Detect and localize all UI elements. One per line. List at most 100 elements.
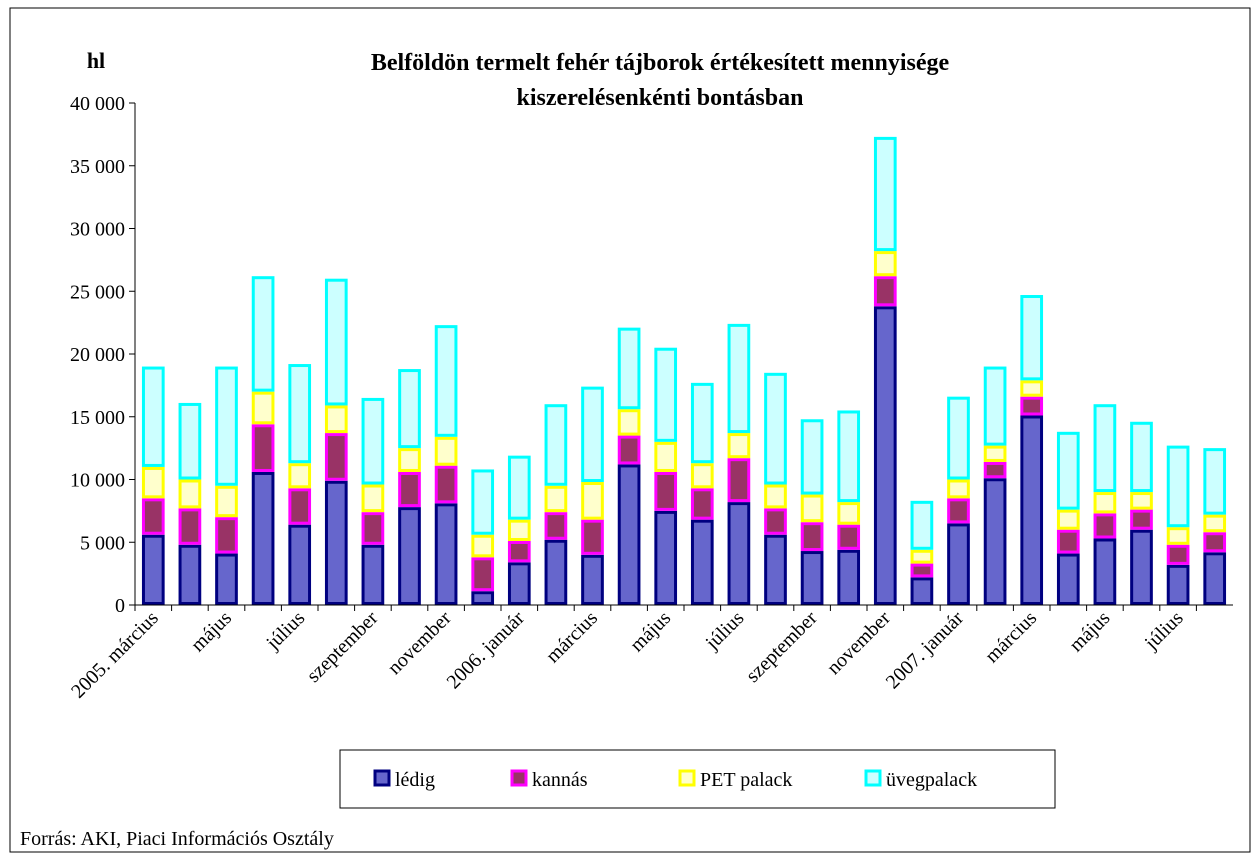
- bar-segment: [947, 396, 970, 480]
- bar-segment: [215, 485, 238, 518]
- legend-label: PET palack: [700, 769, 792, 791]
- bar-segment: [544, 485, 568, 513]
- y-tick-label: 25 000: [70, 281, 125, 303]
- chart-title: Belföldön termelt fehér tájborok értékes…: [371, 50, 950, 76]
- bar-segment: [178, 479, 202, 509]
- bar-segment: [873, 136, 897, 252]
- legend-swatch: [678, 769, 696, 787]
- y-tick-label: 15 000: [70, 407, 125, 429]
- bar-segment: [544, 404, 568, 486]
- bar-segment: [398, 369, 421, 449]
- bar-segment: [361, 512, 385, 545]
- bar-segment: [361, 397, 385, 485]
- bar-segment: [324, 278, 348, 406]
- bar-segment: [434, 325, 458, 437]
- bar-segment: [764, 372, 787, 485]
- bar-segment: [910, 577, 934, 606]
- bar-segment: [1056, 509, 1080, 530]
- bar-segment: [507, 562, 531, 606]
- bar-segment: [471, 591, 495, 606]
- bar-segment: [434, 465, 458, 504]
- bar-segment: [764, 508, 787, 535]
- bar-segment: [654, 471, 678, 511]
- bar-segment: [544, 512, 568, 540]
- bar-segment: [1130, 421, 1153, 493]
- bar-segment: [1203, 448, 1227, 515]
- bar-segment: [1056, 529, 1080, 554]
- bar-segment: [1056, 431, 1080, 510]
- legend-swatch: [864, 769, 882, 787]
- bar-segment: [837, 524, 861, 550]
- bar-segment: [617, 435, 641, 465]
- bar-segment: [178, 402, 202, 480]
- bar-segment: [141, 466, 165, 499]
- bar-segment: [1166, 544, 1190, 565]
- bar-segment: [800, 494, 824, 523]
- bar-segment: [544, 539, 568, 605]
- bar-segment: [1130, 529, 1153, 606]
- bar-segment: [654, 510, 678, 605]
- bar-segment: [837, 502, 861, 525]
- bar-segment: [324, 433, 348, 481]
- bar-segment: [141, 498, 165, 535]
- bar-segment: [947, 523, 970, 605]
- bar-segment: [800, 551, 824, 605]
- bar-segment: [947, 479, 970, 499]
- bar-segment: [727, 433, 751, 459]
- bar-segment: [617, 327, 641, 410]
- legend-swatch: [510, 769, 528, 787]
- bar-segment: [910, 500, 934, 550]
- bar-segment: [800, 419, 824, 495]
- bar-segment: [434, 503, 458, 605]
- bar-segment: [141, 366, 165, 467]
- bar-segment: [910, 563, 934, 578]
- bar-segment: [581, 519, 604, 555]
- bar-segment: [507, 455, 531, 520]
- bar-segment: [983, 445, 1007, 462]
- bar-segment: [251, 471, 275, 605]
- bar-segment: [1093, 538, 1117, 605]
- legend-box: [339, 749, 1056, 809]
- y-tick-label: 30 000: [70, 219, 125, 241]
- bar-segment: [873, 251, 897, 277]
- bar-segment: [471, 557, 495, 592]
- legend-label: kannás: [532, 769, 588, 791]
- bar-segment: [1130, 509, 1153, 530]
- bar-segment: [873, 276, 897, 307]
- bar-segment: [654, 441, 678, 472]
- bar-segment: [1020, 295, 1044, 381]
- bar-segment: [251, 424, 275, 472]
- bar-segment: [1056, 553, 1080, 605]
- bar-segment: [910, 549, 934, 564]
- bar-segment: [690, 488, 714, 520]
- bar-segment: [727, 502, 751, 605]
- bar-segment: [617, 464, 641, 605]
- source-note: Forrás: AKI, Piaci Információs Osztály: [20, 828, 334, 850]
- bar-segment: [434, 436, 458, 466]
- bar-segment: [581, 482, 604, 520]
- bar-segment: [1166, 564, 1190, 606]
- bar-segment: [178, 508, 202, 545]
- bar-segment: [983, 366, 1007, 446]
- bar-segment: [690, 519, 714, 605]
- bar-segment: [215, 517, 238, 554]
- bar-segment: [507, 540, 531, 563]
- bar-segment: [215, 366, 238, 486]
- bar-segment: [324, 405, 348, 434]
- bar-segment: [288, 364, 312, 464]
- bar-segment: [947, 498, 970, 524]
- bar-segment: [690, 382, 714, 464]
- bar-segment: [800, 522, 824, 552]
- bar-segment: [581, 554, 604, 605]
- bar-segment: [727, 458, 751, 503]
- bar-segment: [288, 488, 312, 525]
- bar-segment: [361, 484, 385, 513]
- bar-segment: [1166, 527, 1190, 545]
- bar-segment: [1020, 380, 1044, 397]
- bar-segment: [1093, 404, 1117, 493]
- bar-segment: [983, 461, 1007, 479]
- bar-segment: [617, 409, 641, 436]
- bar-segment: [398, 448, 421, 472]
- y-axis-label: hl: [87, 48, 105, 73]
